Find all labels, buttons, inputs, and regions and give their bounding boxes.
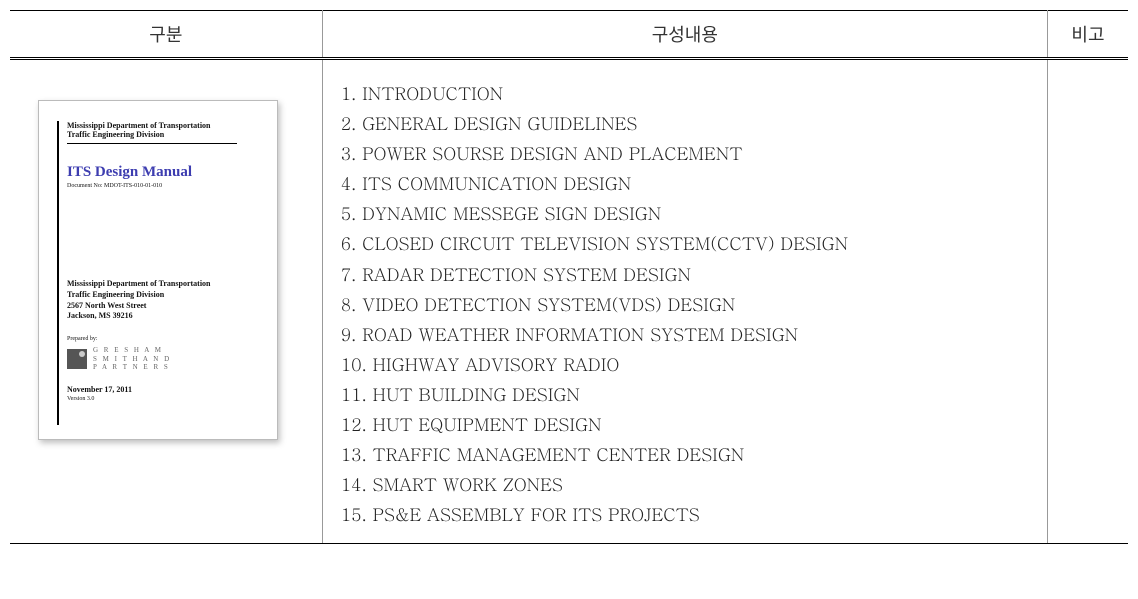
cover-title: ITS Design Manual <box>67 164 263 181</box>
header-remarks: 비고 <box>1047 11 1128 59</box>
category-cell: Mississippi Department of Transportation… <box>10 59 322 544</box>
list-item: 2. GENERAL DESIGN GUIDELINES <box>341 108 1037 138</box>
cover-logo-row: G R E S H A M S M I T H A N D P A R T N … <box>67 346 263 371</box>
toc-list: 1. INTRODUCTION 2. GENERAL DESIGN GUIDEL… <box>333 74 1037 529</box>
list-item: 10. HIGHWAY ADVISORY RADIO <box>341 349 1037 379</box>
cover-mid-l3: 2567 North West Street <box>67 301 263 312</box>
guideline-table: 구분 구성내용 비고 Mississippi Department of Tra… <box>10 10 1128 544</box>
firm-l1: G R E S H A M <box>93 346 171 354</box>
table-header-row: 구분 구성내용 비고 <box>10 11 1128 59</box>
firm-l2: S M I T H A N D <box>93 355 171 363</box>
list-item: 15. PS&E ASSEMBLY FOR ITS PROJECTS <box>341 499 1037 529</box>
list-item: 1. INTRODUCTION <box>341 78 1037 108</box>
cover-mid-l2: Traffic Engineering Division <box>67 290 263 301</box>
document-cover: Mississippi Department of Transportation… <box>38 100 278 440</box>
list-item: 9. ROAD WEATHER INFORMATION SYSTEM DESIG… <box>341 319 1037 349</box>
cover-dept: Mississippi Department of Transportation <box>67 121 263 130</box>
remarks-cell <box>1047 59 1128 544</box>
firm-logo-icon <box>67 349 87 369</box>
cover-version: Version 3.0 <box>67 396 263 402</box>
list-item: 13. TRAFFIC MANAGEMENT CENTER DESIGN <box>341 439 1037 469</box>
list-item: 14. SMART WORK ZONES <box>341 469 1037 499</box>
header-contents: 구성내용 <box>322 11 1047 59</box>
cover-division: Traffic Engineering Division <box>67 130 263 139</box>
cover-mid-l4: Jackson, MS 39216 <box>67 311 263 322</box>
list-item: 5. DYNAMIC MESSEGE SIGN DESIGN <box>341 198 1037 228</box>
cover-prepared: Prepared by: <box>67 336 263 342</box>
list-item: 12. HUT EQUIPMENT DESIGN <box>341 409 1037 439</box>
header-category: 구분 <box>10 11 322 59</box>
table-body-row: Mississippi Department of Transportation… <box>10 59 1128 544</box>
list-item: 11. HUT BUILDING DESIGN <box>341 379 1037 409</box>
cover-mid: Mississippi Department of Transportation… <box>67 279 263 322</box>
cover-date: November 17, 2011 <box>67 385 263 394</box>
contents-cell: 1. INTRODUCTION 2. GENERAL DESIGN GUIDEL… <box>322 59 1047 544</box>
list-item: 7. RADAR DETECTION SYSTEM DESIGN <box>341 259 1037 289</box>
list-item: 4. ITS COMMUNICATION DESIGN <box>341 168 1037 198</box>
cover-inner: Mississippi Department of Transportation… <box>67 121 263 402</box>
list-item: 8. VIDEO DETECTION SYSTEM(VDS) DESIGN <box>341 289 1037 319</box>
cover-rule <box>57 121 59 425</box>
cover-docno: Document No: MDOT-ITS-010-01-010 <box>67 183 263 189</box>
list-item: 3. POWER SOURSE DESIGN AND PLACEMENT <box>341 138 1037 168</box>
firm-l3: P A R T N E R S <box>93 363 171 371</box>
list-item: 6. CLOSED CIRCUIT TELEVISION SYSTEM(CCTV… <box>341 228 1037 258</box>
cover-hr <box>67 143 237 144</box>
cover-mid-l1: Mississippi Department of Transportation <box>67 279 263 290</box>
firm-name: G R E S H A M S M I T H A N D P A R T N … <box>93 346 171 371</box>
